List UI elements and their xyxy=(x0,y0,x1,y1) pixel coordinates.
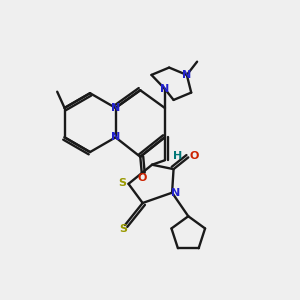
Text: N: N xyxy=(111,103,120,113)
Text: S: S xyxy=(118,178,126,188)
Text: O: O xyxy=(190,151,199,161)
Text: O: O xyxy=(137,173,146,183)
Text: N: N xyxy=(182,70,191,80)
Text: S: S xyxy=(119,224,128,234)
Text: H: H xyxy=(173,151,183,161)
Text: N: N xyxy=(160,84,169,94)
Text: N: N xyxy=(171,188,180,198)
Text: N: N xyxy=(111,132,120,142)
